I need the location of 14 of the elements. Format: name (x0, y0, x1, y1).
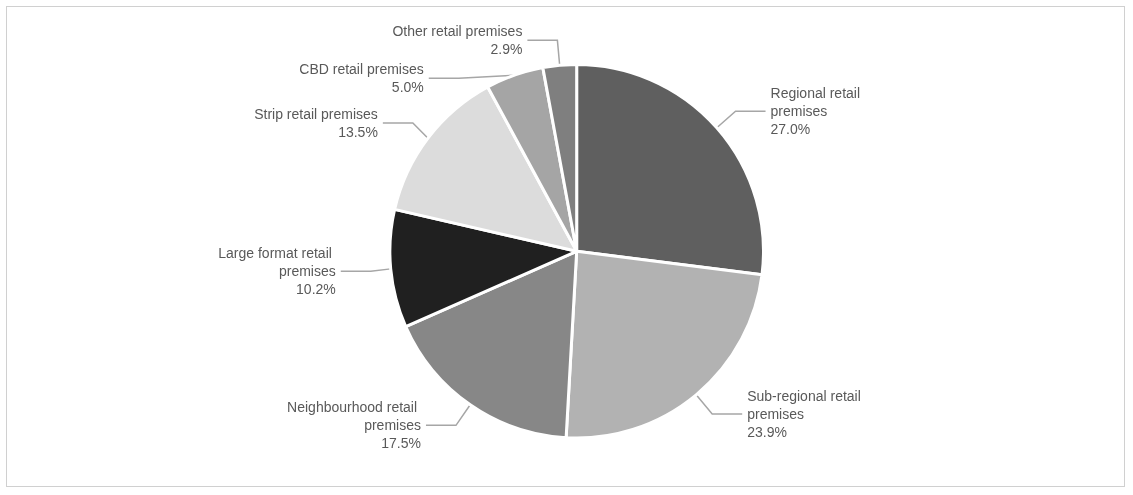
data-label: 10.2% (296, 281, 336, 298)
slice-label: Sub-regional retail premises (747, 388, 865, 423)
data-label: 2.9% (490, 41, 523, 58)
data-label: 27.0% (770, 121, 811, 138)
slice-label: Strip retail premises (254, 106, 378, 123)
slice-label: Neighbourhood retail premises (287, 399, 421, 434)
data-label: 23.9% (747, 424, 787, 441)
data-label: 13.5% (338, 124, 378, 141)
data-label: 5.0% (391, 79, 424, 96)
slice-label: Other retail premises (392, 23, 523, 40)
slice-label: Regional retail premises (770, 85, 864, 120)
data-label: 17.5% (381, 435, 421, 452)
slice-label: CBD retail premises (299, 61, 424, 78)
slice-label: Large format retail premises (218, 245, 336, 280)
